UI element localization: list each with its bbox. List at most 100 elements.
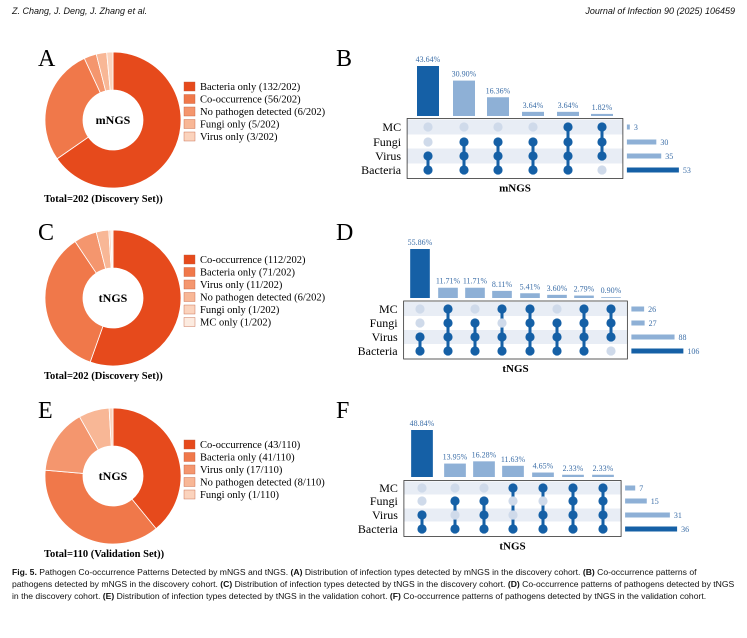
intersection-pct-label: 4.65%: [533, 462, 554, 471]
dot-active: [415, 332, 425, 342]
set-size-bar: [625, 512, 670, 518]
dot-active: [552, 332, 562, 342]
set-size-label: 7: [639, 484, 643, 493]
dot-active: [606, 304, 616, 314]
upset-method-label: mNGS: [499, 183, 531, 195]
dot-active: [597, 137, 607, 147]
legend-label: Co-occurrence (56/202): [200, 95, 301, 106]
dot-active: [470, 318, 480, 328]
dot-active: [479, 524, 489, 534]
intersection-bar: [438, 287, 458, 298]
matrix-frame: [403, 480, 622, 537]
legend-label: No pathogen detected (6/202): [200, 293, 326, 304]
intersection-pct-label: 1.82%: [592, 103, 613, 112]
intersection-bar: [410, 249, 430, 298]
set-size-label: 35: [665, 152, 673, 161]
intersection-pct-label: 11.71%: [463, 277, 488, 286]
legend-label: Fungi only (1/202): [200, 305, 280, 316]
dot-active: [528, 151, 538, 161]
matrix-row-band: [403, 330, 628, 344]
intersection-pct-label: 2.79%: [574, 285, 595, 294]
dot-active: [528, 165, 538, 175]
legend-swatch: [183, 94, 196, 104]
intersection-bar: [557, 111, 579, 116]
legend-label: Bacteria only (41/110): [200, 453, 295, 464]
intersection-bar: [417, 66, 439, 116]
legend-label: Co-occurrence (43/110): [200, 440, 301, 451]
legend-label: Virus only (11/202): [200, 280, 283, 291]
panel-letter-b: B: [336, 46, 352, 72]
dot-active: [579, 332, 589, 342]
set-size-label: 106: [687, 347, 699, 356]
dot-active: [525, 332, 535, 342]
dot-active: [415, 346, 425, 356]
intersection-bar: [532, 472, 554, 477]
caption-label: Fig. 5.: [12, 567, 37, 577]
dot-inactive: [597, 165, 607, 175]
legend-swatch: [183, 477, 196, 487]
intersection-pct-label: 43.64%: [416, 55, 441, 64]
set-size-label: 26: [648, 305, 656, 314]
donut-slice: [44, 240, 104, 363]
total-label: Total=202 (Discovery Set)): [44, 194, 163, 205]
dot-inactive: [423, 122, 433, 132]
dot-active: [606, 332, 616, 342]
dot-active: [563, 151, 573, 161]
dot-active: [417, 524, 427, 534]
dot-active: [479, 496, 489, 506]
caption-part-b: (B) Co-occurrence patterns of pathogens …: [12, 567, 697, 589]
dot-active: [598, 483, 608, 493]
dot-active: [538, 510, 548, 520]
donut-slice: [110, 229, 114, 269]
dot-active: [497, 332, 507, 342]
set-size-label: 31: [674, 511, 682, 520]
dot-inactive: [508, 496, 518, 506]
dot-active: [579, 318, 589, 328]
legend-swatch: [183, 119, 196, 129]
intersection-pct-label: 48.84%: [410, 419, 435, 428]
dot-active: [598, 524, 608, 534]
running-authors: Z. Chang, J. Deng, J. Zhang et al.: [12, 6, 148, 16]
dot-active: [552, 318, 562, 328]
dot-active: [459, 151, 469, 161]
intersection-pct-label: 3.60%: [547, 284, 568, 293]
intersection-bar: [520, 293, 540, 298]
set-label: Virus: [372, 508, 398, 522]
dot-active: [470, 346, 480, 356]
set-label: Fungi: [370, 316, 399, 330]
dot-active: [450, 524, 460, 534]
set-size-label: 3: [634, 123, 638, 132]
intersection-pct-label: 0.90%: [601, 286, 622, 295]
intersection-bar: [453, 80, 475, 116]
caption-title: Pathogen Co-occurrence Patterns Detected…: [39, 567, 289, 577]
intersection-pct-label: 3.64%: [558, 101, 579, 110]
dot-active: [598, 496, 608, 506]
legend-label: Co-occurrence (112/202): [200, 255, 306, 266]
caption-part-e: (E) Distribution of infection types dete…: [102, 591, 388, 601]
donut-slice: [44, 469, 157, 545]
intersection-pct-label: 3.64%: [523, 101, 544, 110]
donut-slice: [106, 51, 114, 91]
dot-inactive: [415, 304, 425, 314]
set-label: Bacteria: [358, 344, 399, 358]
intersection-bar: [465, 287, 485, 298]
dot-inactive: [415, 318, 425, 328]
dot-inactive: [552, 304, 562, 314]
set-size-label: 15: [651, 497, 659, 506]
dot-active: [528, 137, 538, 147]
dot-active: [497, 304, 507, 314]
dot-active: [568, 524, 578, 534]
legend-label: No pathogen detected (6/202): [200, 107, 326, 118]
dot-active: [606, 318, 616, 328]
total-label: Total=202 (Discovery Set)): [44, 371, 163, 382]
intersection-bar: [487, 97, 509, 116]
running-journal: Journal of Infection 90 (2025) 106459: [585, 6, 735, 16]
set-size-label: 27: [649, 319, 657, 328]
dot-active: [443, 332, 453, 342]
matrix-frame: [403, 300, 628, 360]
intersection-pct-label: 11.71%: [436, 277, 461, 286]
intersection-pct-label: 2.33%: [563, 464, 584, 473]
legend-label: Bacteria only (71/202): [200, 268, 296, 279]
set-label: Bacteria: [361, 163, 402, 177]
